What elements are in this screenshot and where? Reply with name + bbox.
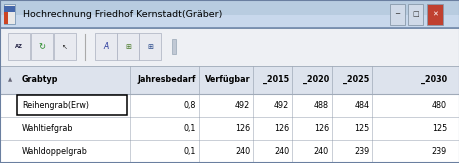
Text: 492: 492: [235, 101, 250, 110]
Text: _2015: _2015: [263, 75, 289, 84]
Text: _2025: _2025: [342, 75, 369, 84]
Text: 126: 126: [313, 124, 328, 133]
Text: ─: ─: [394, 11, 399, 17]
Text: ✕: ✕: [431, 11, 437, 17]
Text: 125: 125: [353, 124, 369, 133]
Text: ▲: ▲: [8, 77, 13, 82]
Text: 240: 240: [235, 147, 250, 156]
Bar: [172, 39, 176, 54]
Text: _2020: _2020: [302, 75, 328, 84]
Bar: [389, 4, 404, 24]
Text: Grabtyp: Grabtyp: [22, 75, 58, 84]
Bar: [0, 0, 459, 28]
Text: 488: 488: [313, 101, 328, 110]
Text: AZ: AZ: [15, 44, 23, 49]
Text: 239: 239: [431, 147, 446, 156]
Text: 480: 480: [431, 101, 446, 110]
Text: 125: 125: [431, 124, 446, 133]
Text: 0,1: 0,1: [183, 124, 196, 133]
Text: ↻: ↻: [39, 42, 46, 51]
Bar: [0, 66, 459, 163]
Text: 239: 239: [353, 147, 369, 156]
Bar: [54, 33, 76, 60]
Bar: [407, 4, 422, 24]
Text: Hochrechnung Friedhof Kernstadt(Gräber): Hochrechnung Friedhof Kernstadt(Gräber): [23, 9, 222, 19]
Text: ⊞: ⊞: [125, 44, 130, 50]
Text: Wahltiefgrab: Wahltiefgrab: [22, 124, 73, 133]
Bar: [4, 4, 15, 24]
Bar: [4, 6, 15, 12]
Text: 484: 484: [353, 101, 369, 110]
Text: 0,1: 0,1: [183, 147, 196, 156]
Text: 240: 240: [274, 147, 289, 156]
Bar: [17, 95, 127, 115]
Text: A: A: [103, 42, 108, 51]
Text: 126: 126: [274, 124, 289, 133]
Text: _2030: _2030: [420, 75, 446, 84]
Text: Reihengrab(Erw): Reihengrab(Erw): [22, 101, 89, 110]
Text: 240: 240: [313, 147, 328, 156]
Bar: [426, 4, 442, 24]
Bar: [31, 33, 53, 60]
Text: ⊞: ⊞: [147, 44, 152, 50]
Bar: [4, 12, 8, 24]
Bar: [0, 28, 459, 66]
Text: Verfügbar: Verfügbar: [204, 75, 250, 84]
Bar: [117, 33, 139, 60]
Text: Wahldoppelgrab: Wahldoppelgrab: [22, 147, 88, 156]
Bar: [95, 33, 117, 60]
Text: 0,8: 0,8: [183, 101, 196, 110]
Bar: [0, 15, 459, 28]
Bar: [0, 66, 459, 94]
Bar: [8, 33, 30, 60]
Text: 126: 126: [235, 124, 250, 133]
Text: □: □: [411, 11, 418, 17]
Bar: [139, 33, 161, 60]
Text: 492: 492: [274, 101, 289, 110]
Text: ↖: ↖: [62, 44, 68, 50]
Text: Jahresbedarf: Jahresbedarf: [137, 75, 196, 84]
Bar: [0, 0, 459, 28]
